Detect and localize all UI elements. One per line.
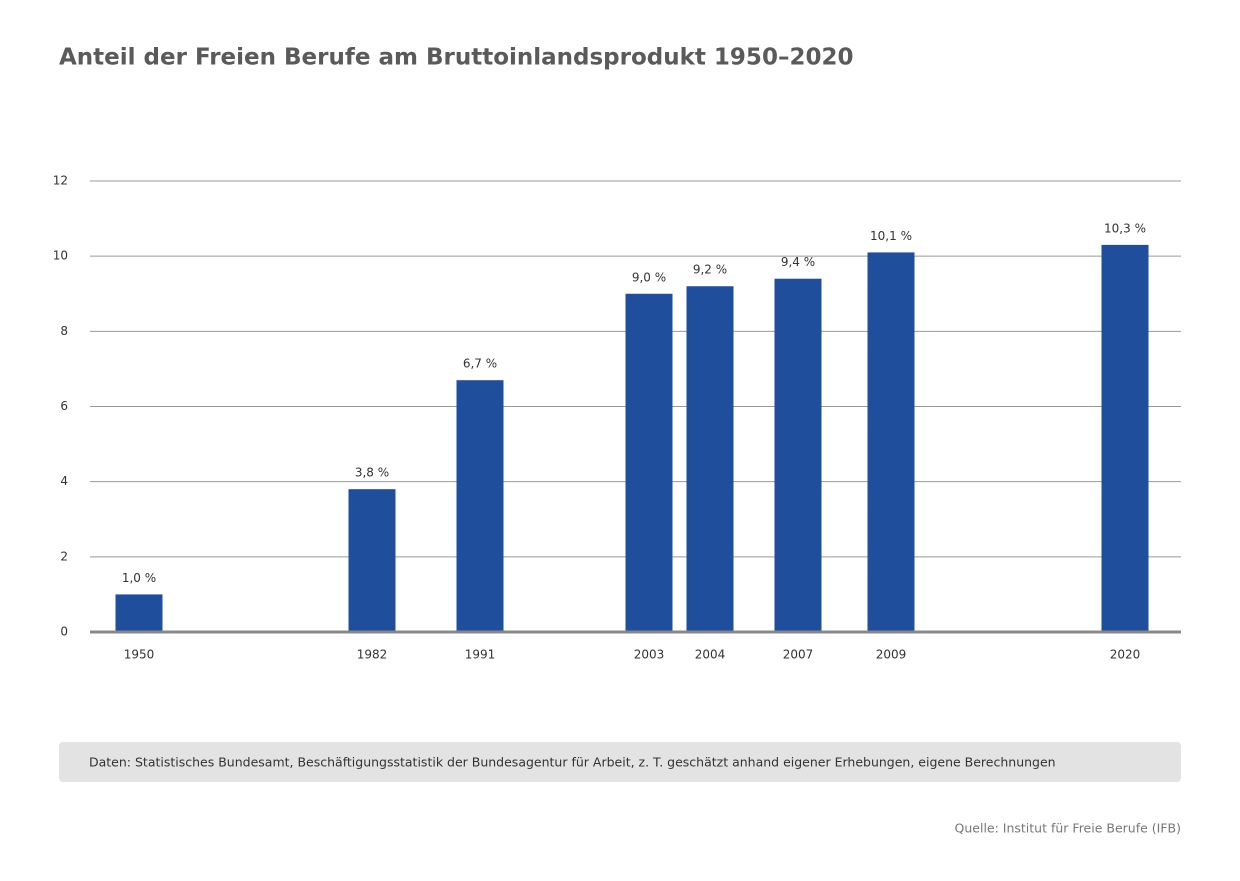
y-tick-label: 2 (60, 549, 68, 563)
value-label: 1,0 % (122, 571, 156, 585)
bar (1101, 244, 1149, 632)
x-tick-label: 1950 (124, 648, 155, 662)
value-label: 3,8 % (355, 466, 389, 480)
value-label: 9,2 % (693, 263, 727, 277)
y-tick-label: 4 (60, 474, 68, 488)
x-tick-label: 1991 (465, 648, 496, 662)
x-tick-label: 2020 (1110, 648, 1141, 662)
bar (686, 286, 734, 632)
y-tick-label: 0 (60, 625, 68, 639)
value-label: 6,7 % (463, 357, 497, 371)
value-label: 9,4 % (781, 255, 815, 269)
y-tick-label: 12 (53, 174, 68, 188)
bar (625, 293, 673, 632)
y-tick-label: 8 (60, 324, 68, 338)
bar (867, 252, 915, 633)
value-label: 10,1 % (870, 229, 912, 243)
bar (774, 278, 822, 632)
chart-title: Anteil der Freien Berufe am Bruttoinland… (59, 45, 853, 71)
bar (115, 594, 163, 632)
value-label: 10,3 % (1104, 221, 1146, 235)
bar (348, 489, 396, 632)
y-tick-label: 10 (53, 249, 68, 263)
x-tick-label: 2009 (876, 648, 907, 662)
x-tick-label: 2007 (783, 648, 814, 662)
note: Daten: Statistisches Bundesamt, Beschäft… (89, 755, 1056, 770)
x-tick-label: 2004 (695, 648, 726, 662)
bar (456, 380, 504, 632)
note-box (59, 742, 1181, 782)
source: Quelle: Institut für Freie Berufe (IFB) (955, 821, 1181, 836)
x-tick-label: 2003 (634, 648, 665, 662)
value-label: 9,0 % (632, 270, 666, 284)
x-tick-label: 1982 (357, 648, 388, 662)
y-tick-label: 6 (60, 399, 68, 413)
